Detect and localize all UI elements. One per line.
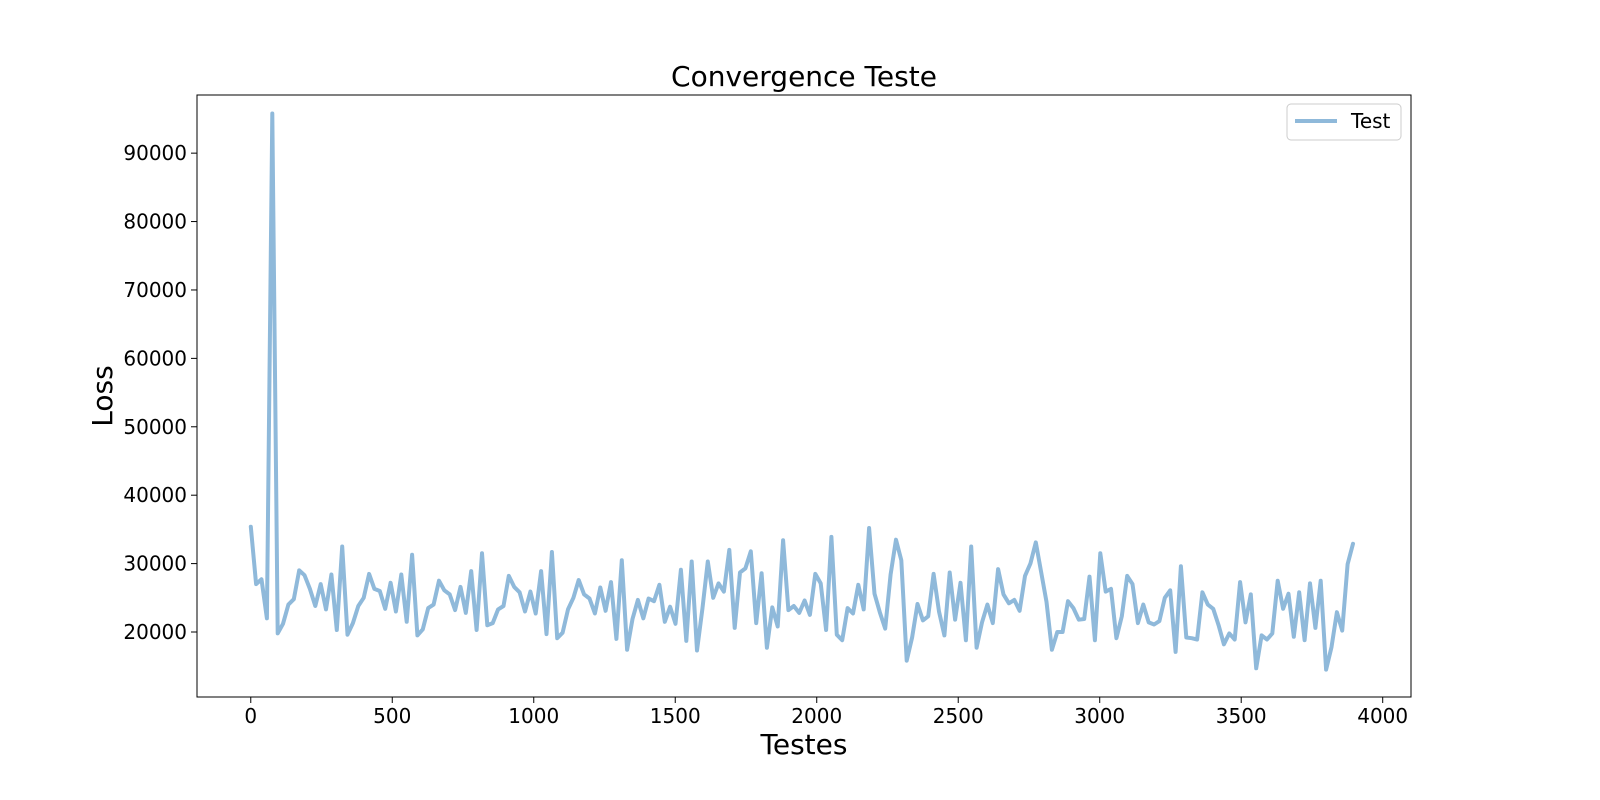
- y-tick-label: 20000: [123, 620, 187, 644]
- legend-label-test: Test: [1350, 109, 1391, 133]
- y-tick-label: 70000: [123, 278, 187, 302]
- y-tick-label: 40000: [123, 483, 187, 507]
- y-tick-label: 60000: [123, 346, 187, 370]
- y-tick-label: 90000: [123, 141, 187, 165]
- legend: Test: [1286, 103, 1402, 141]
- plot-frame: [196, 94, 1412, 698]
- y-tick-label: 50000: [123, 415, 187, 439]
- y-tick-label: 30000: [123, 552, 187, 576]
- y-axis-label: Loss: [86, 365, 119, 426]
- chart-title: Convergence Teste: [671, 60, 937, 93]
- x-tick-label: 0: [244, 704, 257, 728]
- x-tick-label: 3500: [1216, 704, 1267, 728]
- x-tick-label: 3000: [1074, 704, 1125, 728]
- x-axis: 0 500 1000 1500 2000 2500 3000 3500 4000: [244, 697, 1408, 728]
- x-tick-label: 4000: [1357, 704, 1408, 728]
- x-tick-label: 1000: [508, 704, 559, 728]
- legend-box: [1286, 103, 1402, 141]
- series-line-test: [248, 111, 1355, 672]
- series-layer: [248, 111, 1355, 672]
- x-tick-label: 1500: [650, 704, 701, 728]
- x-tick-label: 2500: [933, 704, 984, 728]
- y-tick-label: 80000: [123, 210, 187, 234]
- y-axis: 20000 30000 40000 50000 60000 70000 80000 90000: [123, 141, 197, 644]
- x-axis-label: Testes: [760, 728, 848, 761]
- x-tick-label: 2000: [791, 704, 842, 728]
- x-tick-label: 500: [373, 704, 411, 728]
